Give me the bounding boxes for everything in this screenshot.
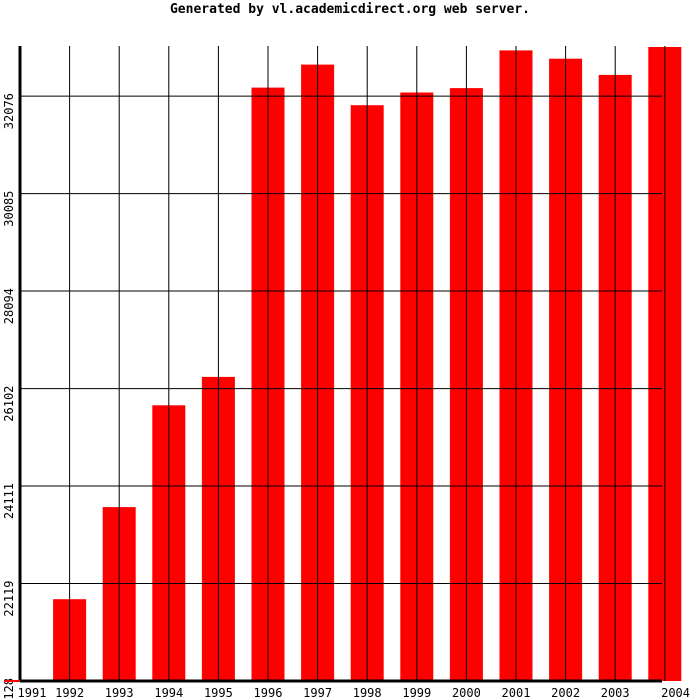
x-tick-label: 1992 — [55, 686, 84, 700]
x-tick-label: 2001 — [502, 686, 531, 700]
y-tick-label: 28094 — [2, 288, 16, 324]
grid-lines — [20, 46, 666, 682]
x-tick-label: 2002 — [551, 686, 580, 700]
x-tick-label: 1994 — [154, 686, 183, 700]
chart-title: Generated by vl.academicdirect.org web s… — [169, 2, 531, 17]
x-tick-label: 2003 — [601, 686, 630, 700]
y-tick-label: 26102 — [2, 386, 16, 422]
x-tick-label: 2004 — [661, 686, 690, 700]
axes — [4, 46, 662, 683]
y-tick-label: 22119 — [2, 581, 16, 617]
x-tick-label: 1991 — [18, 686, 47, 700]
x-tick-label: 2000 — [452, 686, 481, 700]
x-tick-label: 1998 — [353, 686, 382, 700]
y-tick-label: 30085 — [2, 191, 16, 227]
x-tick-label: 1996 — [254, 686, 283, 700]
x-tick-label: 1993 — [105, 686, 134, 700]
x-tick-label: 1999 — [402, 686, 431, 700]
x-tick-label: 1995 — [204, 686, 233, 700]
y-tick-label: 20128 — [2, 678, 16, 700]
y-tick-label: 24111 — [2, 483, 16, 519]
tick-labels: 20128 22119 24111 26102 28094 30085 32076 1991 1… — [2, 93, 690, 700]
y-tick-label: 32076 — [2, 93, 16, 129]
x-tick-label: 1997 — [303, 686, 332, 700]
